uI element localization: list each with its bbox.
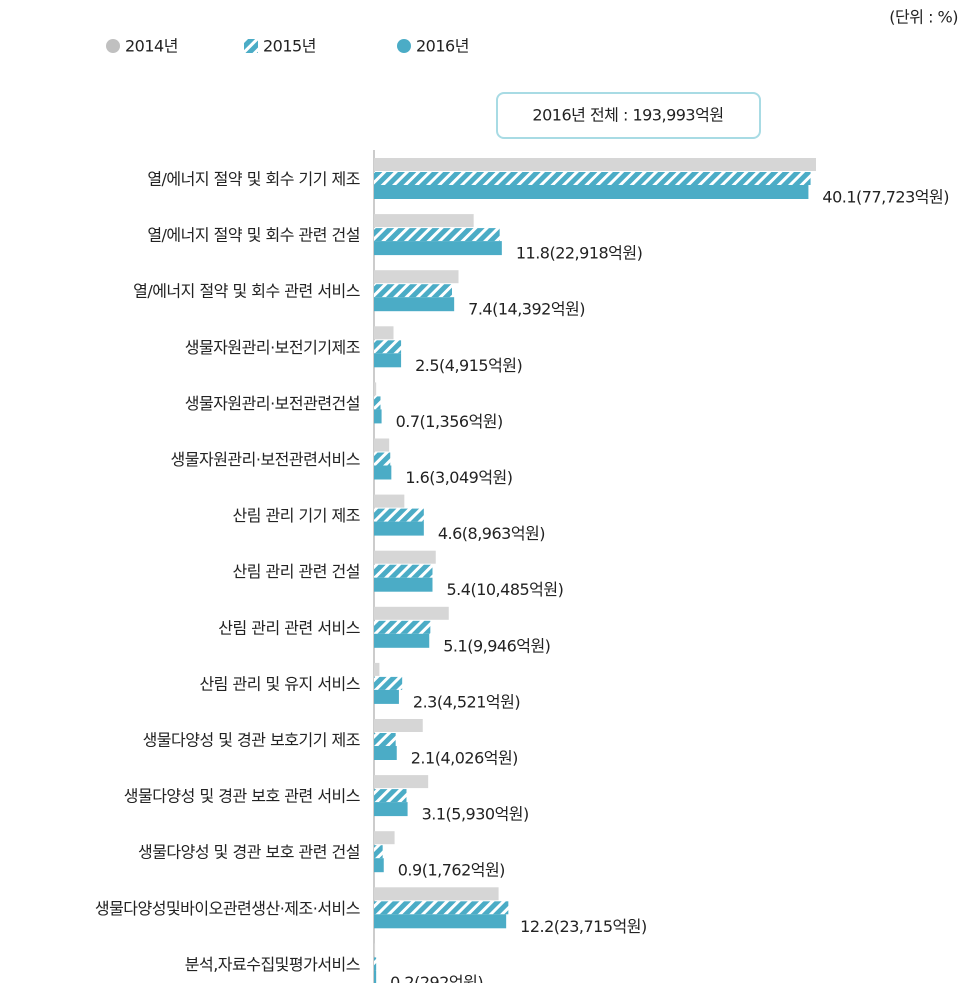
bar <box>374 297 455 312</box>
value-label: 2.5(4,915억원) <box>415 356 522 375</box>
value-label: 40.1(77,723억원) <box>822 188 949 207</box>
bar <box>374 326 394 340</box>
bar <box>374 172 811 185</box>
bar <box>374 577 433 592</box>
bar <box>374 340 402 354</box>
value-label: 2.3(4,521억원) <box>413 692 520 711</box>
bar <box>374 662 380 676</box>
annotation: 2016년 전체 : 193,993억원 <box>532 106 723 125</box>
category-label: 산림 관리 기기 제조 <box>232 506 360 525</box>
bar <box>374 620 431 634</box>
bar <box>374 970 377 983</box>
category-label: 생물다양성 및 경관 보호 관련 건설 <box>138 843 360 862</box>
bar <box>374 901 509 915</box>
bar <box>374 957 377 971</box>
category-label: 산림 관리 관련 서비스 <box>218 618 360 637</box>
bar <box>374 606 449 620</box>
bar <box>374 396 381 410</box>
category-label: 생물다양성및바이오관련생산·제조·서비스 <box>95 899 360 918</box>
value-label: 0.9(1,762억원) <box>398 861 505 880</box>
bar <box>374 494 405 508</box>
legend-label: 2015년 <box>263 37 316 56</box>
bar <box>374 676 403 690</box>
bar <box>374 719 423 732</box>
value-label: 11.8(22,918억원) <box>516 244 643 263</box>
bar <box>374 564 433 578</box>
category-label: 산림 관리 및 유지 서비스 <box>199 674 360 693</box>
category-label: 분석,자료수집및평가서비스 <box>185 955 360 974</box>
category-label: 산림 관리 관련 건설 <box>232 562 360 581</box>
value-label: 5.1(9,946억원) <box>443 636 550 655</box>
bar <box>374 521 424 536</box>
legend-label: 2014년 <box>125 37 178 56</box>
value-label: 3.1(5,930억원) <box>422 805 529 824</box>
value-label: 12.2(23,715억원) <box>520 917 647 936</box>
legend-marker <box>397 39 411 53</box>
value-label: 1.6(3,049억원) <box>405 468 512 487</box>
category-label: 생물자원관리·보전관련서비스 <box>171 450 360 469</box>
bar <box>374 508 424 522</box>
bar <box>374 550 436 564</box>
bar <box>374 789 407 803</box>
bar <box>374 241 502 256</box>
category-label: 열/에너지 절약 및 회수 관련 서비스 <box>133 282 360 301</box>
annotation-box <box>496 92 761 139</box>
bar <box>374 214 474 228</box>
bar <box>374 831 395 845</box>
bar <box>374 858 384 873</box>
bar <box>374 746 397 760</box>
bar <box>374 228 500 242</box>
bar <box>374 270 459 284</box>
value-label: 0.7(1,356억원) <box>396 412 503 431</box>
bar <box>374 382 377 396</box>
bar <box>374 775 429 789</box>
bar <box>374 943 376 957</box>
value-label: 7.4(14,392억원) <box>468 300 585 319</box>
legend-marker <box>106 39 120 53</box>
bar <box>374 465 392 480</box>
category-label: 생물자원관리·보전관련건설 <box>185 394 360 413</box>
bar <box>374 158 816 171</box>
category-label: 열/에너지 절약 및 회수 관련 건설 <box>147 226 360 245</box>
value-label: 2.1(4,026억원) <box>411 749 518 768</box>
category-label: 생물자원관리·보전기기제조 <box>185 338 360 357</box>
legend-label: 2016년 <box>416 37 469 56</box>
bar <box>374 353 402 368</box>
bar <box>374 438 390 452</box>
category-label: 생물다양성 및 경관 보호기기 제조 <box>143 731 360 750</box>
category-label: 열/에너지 절약 및 회수 기기 제조 <box>147 170 360 189</box>
bar <box>374 452 391 466</box>
bar <box>374 409 382 424</box>
value-label: 0.2(292억원) <box>390 973 483 983</box>
bar <box>374 802 408 817</box>
bar <box>374 284 452 298</box>
bar <box>374 914 507 929</box>
bar <box>374 845 383 859</box>
value-label: 5.4(10,485억원) <box>447 580 564 599</box>
legend-marker <box>244 39 258 53</box>
bar <box>374 887 499 901</box>
bar <box>374 689 399 704</box>
bar <box>374 633 430 648</box>
category-label: 생물다양성 및 경관 보호 관련 서비스 <box>124 787 360 806</box>
bar <box>374 733 396 746</box>
bar <box>374 185 809 199</box>
value-label: 4.6(8,963억원) <box>438 524 545 543</box>
unit-label: (단위 : %) <box>889 8 958 27</box>
